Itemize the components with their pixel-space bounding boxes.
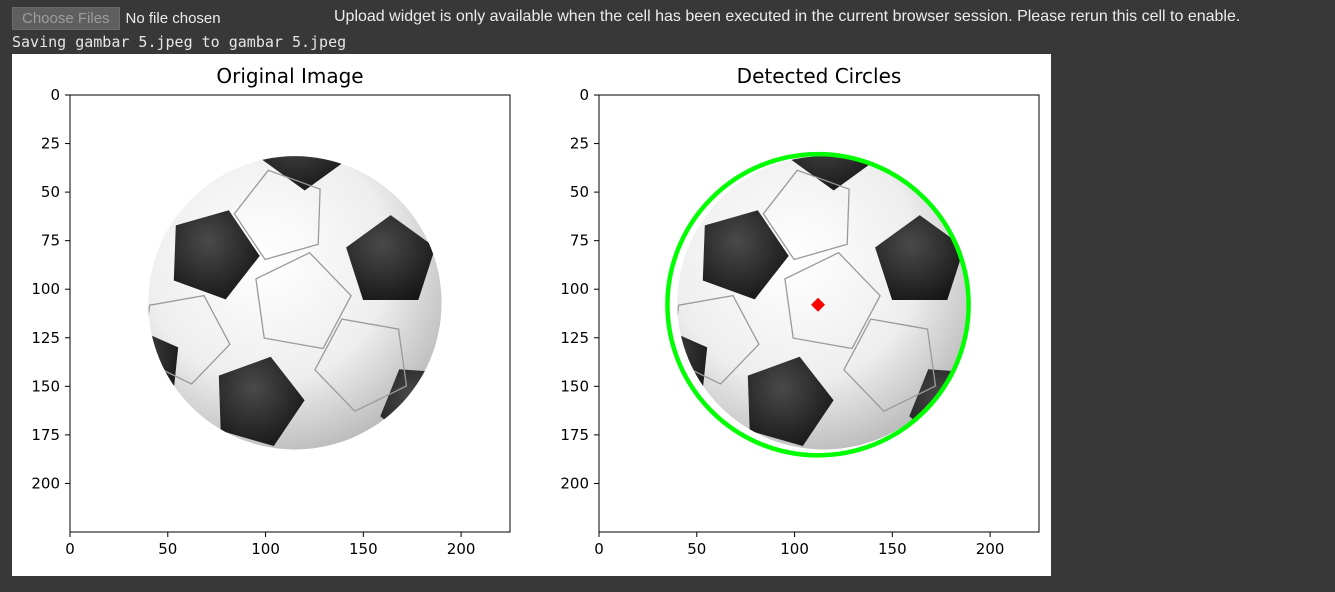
x-tick-label: 150 [878, 540, 907, 558]
y-tick-label: 25 [570, 135, 589, 153]
x-tick-label: 200 [976, 540, 1005, 558]
figure-canvas: Original Image 0 50 100 150 200 0 25 50 75 100 125 1… [31, 64, 1040, 558]
y-tick-label: 100 [560, 280, 589, 298]
ball-black-patch [702, 210, 789, 300]
y-tick-label: 175 [31, 426, 60, 444]
x-tick-label: 50 [158, 540, 177, 558]
ball-black-patch [789, 156, 879, 191]
circle-center-marker [811, 297, 826, 312]
y-tick-label: 125 [560, 329, 589, 347]
y-tick-label: 0 [50, 86, 60, 104]
y-tick-label: 0 [579, 86, 589, 104]
soccer-ball-image [148, 156, 442, 450]
y-tick-label: 200 [31, 474, 60, 492]
detected-circle-outline [665, 151, 971, 458]
choose-files-button[interactable]: Choose Files [12, 6, 120, 30]
file-status-label: No file chosen [125, 9, 221, 27]
y-tick-label: 50 [41, 183, 60, 201]
x-tick-label: 150 [349, 540, 378, 558]
y-tick-label: 200 [560, 474, 589, 492]
upload-warning-message: Upload widget is only available when the… [334, 8, 1241, 25]
y-tick-label: 50 [570, 183, 589, 201]
x-tick-label: 100 [780, 540, 809, 558]
output-log-line: Saving gambar 5.jpeg to gambar 5.jpeg [12, 33, 347, 51]
ball-black-patch [346, 215, 436, 300]
axes-frame [598, 94, 1040, 533]
subplot-2: Detected Circles 0 50 100 150 200 0 25 50 75 100 12… [560, 64, 1040, 558]
ball-black-patch [747, 356, 834, 446]
y-tick-label: 75 [41, 232, 60, 250]
upload-widget: Choose Files No file chosen [12, 6, 221, 30]
subplot-title: Detected Circles [737, 64, 902, 88]
y-tick-label: 100 [31, 280, 60, 298]
axes-frame [69, 94, 511, 533]
x-tick-label: 0 [65, 540, 75, 558]
y-tick-label: 175 [560, 426, 589, 444]
ball-black-patch [875, 215, 965, 300]
ball-black-patch [173, 210, 260, 300]
subplot-title: Original Image [216, 64, 363, 88]
x-tick-label: 200 [447, 540, 476, 558]
subplot-1: Original Image 0 50 100 150 200 0 25 50 75 100 125 1… [31, 64, 511, 558]
x-tick-label: 50 [687, 540, 706, 558]
x-tick-label: 100 [251, 540, 280, 558]
y-tick-label: 25 [41, 135, 60, 153]
y-tick-label: 75 [570, 232, 589, 250]
y-tick-label: 150 [31, 377, 60, 395]
ball-black-patch [218, 356, 305, 446]
matplotlib-figure: Original Image 0 50 100 150 200 0 25 50 75 100 125 1… [12, 54, 1051, 576]
y-tick-label: 125 [31, 329, 60, 347]
x-tick-label: 0 [594, 540, 604, 558]
ball-black-patch [260, 156, 350, 191]
y-tick-label: 150 [560, 377, 589, 395]
